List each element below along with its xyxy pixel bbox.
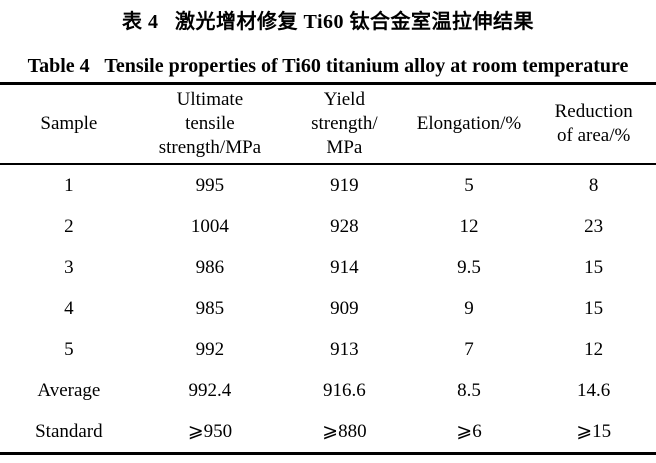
table-cell: 14.6 [577,379,611,401]
header-cell: Ultimate tensile strength/MPa [137,83,283,165]
table-row: 2 1004 928 12 23 [0,206,656,247]
table-cell: 1 [64,174,74,196]
table-row: Standard ⩾950 ⩾880 ⩾6 ⩾15 [0,411,656,454]
table-cell: 4 [64,297,74,319]
table-cell: 992 [195,338,225,360]
table-cell: 7 [464,338,474,360]
table-cell: 1004 [190,215,229,237]
table-cell: 23 [584,215,604,237]
table-cell: 9.5 [457,256,481,278]
table-cell: 5 [64,338,74,360]
header-cell: Yield strength/ MPa [282,83,407,165]
table-cell: Standard [35,420,103,442]
table-cell: 919 [330,174,359,196]
table-header: Sample Ultimate tensile strength/MPa Yield… [0,83,656,165]
table-caption-chinese: 表 4 激光增材修复 Ti60 钛合金室温拉伸结果 [121,11,535,33]
table-cell: 3 [64,256,74,278]
table-cell: 913 [330,338,359,360]
table-cell: 15 [584,297,604,319]
table-row: 1 995 919 5 8 [0,164,656,206]
table-cell: 9 [464,297,474,319]
header-cell: Reduction of area/% [531,83,656,165]
table-cell: 12 [584,338,604,360]
table-cell: 995 [195,174,225,196]
table-cell: 8.5 [457,379,481,401]
table-cell: 916.6 [323,379,366,401]
table-cell: 909 [330,297,359,319]
table-cell: ⩾950 [187,421,233,442]
tensile-properties-table: Sample Ultimate tensile strength/MPa Yield… [0,82,656,455]
table-body: 1 995 919 5 8 2 1004 928 12 23 3 986 914 9.5 15 4 985 909… [0,164,656,454]
table-cell: 928 [330,215,359,237]
table-cell: ⩾880 [322,421,367,442]
table-cell: ⩾6 [456,421,482,442]
table-caption-english: Table 4 Tensile properties of Ti60 titan… [27,55,629,77]
header-cell: Elongation/% [406,83,532,165]
table-cell: 992.4 [188,379,232,401]
header-cell: Sample [0,83,138,165]
table-cell: 15 [584,256,604,278]
table-cell: 986 [195,256,225,278]
header-row: Sample Ultimate tensile strength/MPa Yield… [0,83,656,165]
table-cell: Average [37,379,101,401]
table-row: 5 992 913 7 12 [0,329,656,370]
table-cell: 12 [459,215,479,237]
table-cell: 985 [195,297,225,319]
table-cell: 2 [64,215,74,237]
table-cell: 8 [588,174,599,196]
table-row: 3 986 914 9.5 15 [0,247,656,288]
table-row: Average 992.4 916.6 8.5 14.6 [0,370,656,411]
table-cell: ⩾15 [576,421,612,442]
table-row: 4 985 909 9 15 [0,288,656,329]
table-cell: 5 [464,174,474,196]
table-cell: 914 [330,256,359,278]
